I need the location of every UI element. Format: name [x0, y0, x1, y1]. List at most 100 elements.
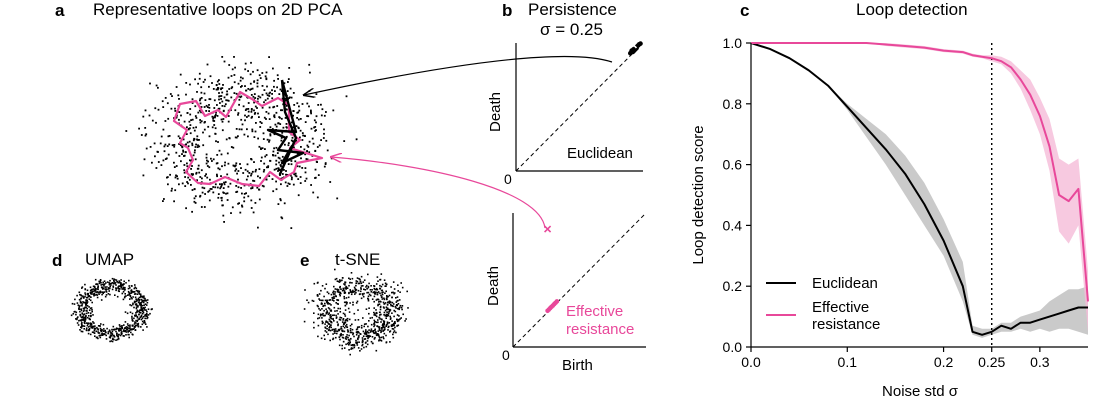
tsne-point	[380, 273, 383, 275]
tsne-point	[359, 350, 361, 352]
umap-point	[80, 308, 82, 310]
pca-point	[243, 184, 246, 187]
umap-point	[105, 338, 108, 340]
pca-point	[195, 126, 197, 129]
pca-point	[244, 114, 246, 117]
pca-point	[247, 108, 250, 110]
umap-point	[124, 321, 127, 323]
pca-point	[180, 114, 182, 117]
pca-point	[246, 163, 249, 166]
umap-point	[86, 324, 89, 327]
pca-point	[253, 80, 256, 83]
tsne-point	[357, 309, 359, 311]
tsne-point	[356, 277, 359, 279]
pca-point	[279, 164, 282, 166]
pca-point	[314, 130, 317, 132]
umap-point	[127, 294, 129, 296]
pca-point	[197, 164, 200, 167]
tsne-point	[325, 308, 327, 310]
umap-point	[92, 314, 94, 316]
pca-point	[149, 146, 152, 148]
tsne-point	[355, 282, 357, 284]
pca-point	[227, 120, 230, 123]
pca-point	[290, 160, 293, 162]
umap-point	[122, 286, 125, 289]
tsne-point	[326, 291, 329, 293]
tsne-point	[398, 306, 401, 309]
pca-point	[176, 175, 178, 178]
tsne-point	[382, 326, 384, 329]
umap-point	[109, 340, 111, 343]
pca-point	[284, 99, 287, 102]
tsne-point	[368, 332, 370, 334]
pca-point	[178, 118, 180, 121]
tsne-point	[390, 317, 392, 319]
umap-point	[138, 290, 141, 293]
umap-point	[80, 297, 83, 299]
tsne-point	[338, 329, 340, 332]
umap-point	[81, 312, 83, 314]
tsne-point	[334, 288, 337, 290]
umap-point	[136, 316, 139, 319]
tsne-point	[373, 291, 376, 294]
tsne-point	[370, 340, 373, 343]
tsne-point	[379, 279, 381, 281]
tsne-point	[349, 281, 351, 284]
pca-point	[186, 181, 188, 183]
umap-point	[121, 327, 123, 329]
pca-point	[238, 98, 241, 101]
tsne-point	[388, 325, 390, 328]
tsne-point	[383, 320, 385, 323]
tsne-point	[376, 276, 379, 278]
umap-point	[101, 286, 103, 289]
pca-point	[234, 109, 237, 112]
tsne-point	[367, 285, 370, 288]
umap-point	[111, 330, 114, 333]
tsne-point	[346, 317, 349, 320]
umap-point	[125, 331, 128, 333]
umap-point	[129, 287, 131, 289]
umap-point	[130, 289, 133, 291]
umap-point	[128, 293, 130, 296]
tsne-point	[395, 331, 397, 334]
tsne-point	[358, 334, 360, 337]
umap-point	[113, 328, 116, 331]
tsne-point	[325, 331, 328, 333]
pca-point	[173, 200, 175, 203]
pca-point	[188, 140, 191, 143]
pca-point	[252, 70, 254, 73]
pca-point	[225, 192, 227, 195]
tsne-point	[397, 299, 399, 302]
umap-point	[142, 301, 145, 304]
pca-point	[251, 130, 254, 133]
pca-point	[220, 184, 223, 187]
pca-point	[208, 189, 211, 192]
tsne-point	[396, 314, 399, 316]
umap-point	[142, 310, 144, 312]
umap-point	[129, 295, 132, 297]
tsne-point	[388, 302, 391, 304]
umap-point	[146, 310, 148, 313]
tsne-point	[306, 299, 308, 301]
umap-point	[93, 286, 96, 288]
pca-point	[320, 123, 323, 125]
pca-point	[252, 179, 254, 182]
pca-point	[156, 150, 159, 153]
pca-point	[162, 128, 165, 131]
tsne-point	[380, 321, 382, 323]
umap-point	[105, 290, 107, 292]
umap-point	[118, 333, 120, 336]
pca-point	[221, 165, 223, 168]
umap-point	[75, 318, 77, 320]
tsne-point	[344, 284, 346, 286]
pca-point	[252, 95, 255, 98]
pca-point	[310, 111, 312, 113]
pca-point	[194, 149, 196, 152]
umap-point	[134, 293, 137, 295]
tsne-point	[346, 334, 348, 336]
tsne-point	[367, 273, 369, 276]
pca-point	[277, 203, 280, 205]
pca-point	[221, 120, 224, 123]
pca-point	[186, 126, 188, 129]
pca-point	[231, 86, 234, 88]
